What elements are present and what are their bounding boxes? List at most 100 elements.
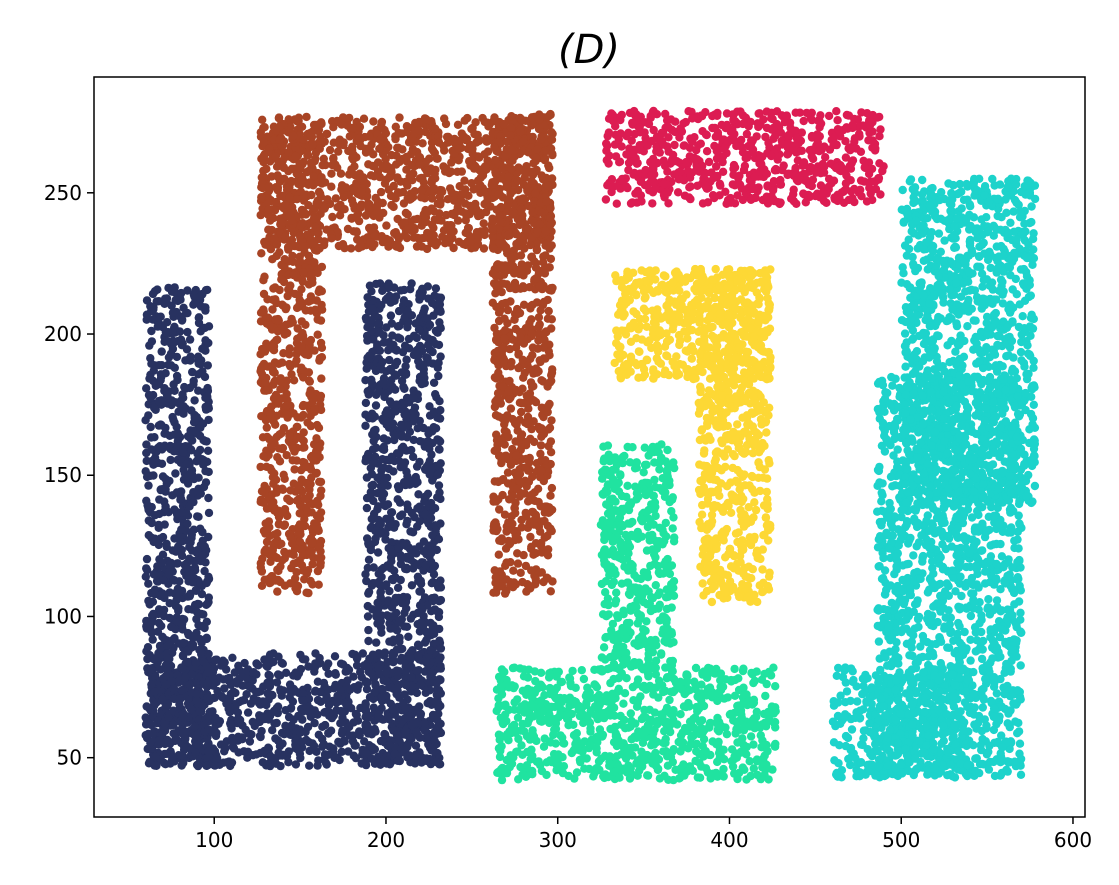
scatter-point xyxy=(149,471,158,480)
scatter-point xyxy=(153,627,163,636)
scatter-point xyxy=(249,668,258,677)
scatter-point xyxy=(311,122,320,131)
scatter-point xyxy=(264,182,274,191)
scatter-point xyxy=(436,459,445,468)
scatter-point xyxy=(272,718,281,728)
scatter-point xyxy=(434,358,443,368)
scatter-point xyxy=(374,664,383,673)
scatter-point xyxy=(180,743,189,752)
scatter-point xyxy=(147,680,156,689)
scatter-point xyxy=(227,758,237,767)
scatter-point xyxy=(393,482,403,491)
scatter-point xyxy=(518,384,527,393)
scatter-point xyxy=(258,758,267,767)
scatter-point xyxy=(150,589,160,599)
scatter-point xyxy=(400,690,409,699)
scatter-point xyxy=(533,484,543,493)
scatter-point xyxy=(362,503,372,513)
scatter-point xyxy=(378,444,387,454)
scatter-point xyxy=(391,385,400,394)
scatter-point xyxy=(267,499,276,509)
scatter-point xyxy=(387,557,396,566)
scatter-point xyxy=(163,390,172,400)
scatter-point xyxy=(149,303,158,312)
scatter-point xyxy=(168,308,178,317)
scatter-point xyxy=(320,750,330,759)
scatter-point xyxy=(296,753,305,763)
scatter-point xyxy=(183,628,193,638)
scatter-point xyxy=(273,327,282,336)
scatter-point xyxy=(202,633,211,642)
scatter-point xyxy=(259,307,268,316)
scatter-point xyxy=(388,419,398,428)
scatter-point xyxy=(315,477,324,486)
scatter-point xyxy=(173,375,182,385)
scatter-point xyxy=(397,431,407,440)
scatter-point xyxy=(229,687,238,696)
scatter-point xyxy=(317,486,326,495)
scatter-point xyxy=(177,761,186,770)
scatter-point xyxy=(406,285,415,294)
scatter-point xyxy=(373,598,382,607)
scatter-point xyxy=(367,481,376,490)
scatter-point xyxy=(263,526,272,535)
scatter-point xyxy=(547,135,557,144)
scatter-point xyxy=(415,627,425,636)
scatter-point xyxy=(393,174,402,183)
scatter-point xyxy=(334,737,343,746)
scatter-point xyxy=(407,673,416,682)
scatter-point xyxy=(427,194,437,203)
scatter-point xyxy=(526,354,535,364)
scatter-point xyxy=(394,680,404,689)
scatter-point xyxy=(434,686,444,695)
scatter-point xyxy=(492,335,501,344)
scatter-point xyxy=(513,484,522,494)
scatter-point xyxy=(375,213,384,222)
scatter-point xyxy=(516,127,525,136)
scatter-point xyxy=(155,495,164,504)
scatter-point xyxy=(377,692,387,702)
scatter-point xyxy=(384,185,393,194)
scatter-point xyxy=(369,674,379,683)
scatter-point xyxy=(416,587,426,596)
scatter-point xyxy=(464,223,473,233)
scatter-point xyxy=(407,662,416,671)
scatter-point xyxy=(175,694,184,704)
scatter-point xyxy=(174,604,183,613)
scatter-point xyxy=(144,503,153,512)
scatter-point xyxy=(531,189,540,198)
scatter-point xyxy=(277,539,286,548)
scatter-point xyxy=(385,355,394,365)
scatter-point xyxy=(273,171,282,180)
scatter-point xyxy=(506,362,516,371)
scatter-point xyxy=(198,551,207,560)
scatter-point xyxy=(381,581,390,591)
scatter-point xyxy=(253,696,263,705)
scatter-point xyxy=(369,436,378,446)
scatter-point xyxy=(295,520,305,529)
scatter-point xyxy=(175,587,184,597)
scatter-point xyxy=(476,181,485,190)
scatter-point xyxy=(221,743,230,753)
scatter-point xyxy=(349,718,358,727)
scatter-point xyxy=(167,622,176,632)
scatter-point xyxy=(199,482,209,492)
scatter-point xyxy=(196,368,206,378)
scatter-point xyxy=(293,324,302,333)
scatter-point xyxy=(298,551,308,560)
scatter-point xyxy=(363,293,372,302)
scatter-point xyxy=(188,642,198,651)
scatter-point xyxy=(226,719,235,728)
scatter-point xyxy=(491,573,500,582)
scatter-point xyxy=(259,137,268,147)
scatter-point xyxy=(312,511,321,520)
scatter-point xyxy=(544,545,553,554)
scatter-point xyxy=(264,205,274,214)
scatter-point xyxy=(147,445,156,454)
scatter-point xyxy=(301,320,310,329)
scatter-point xyxy=(536,135,546,144)
scatter-point xyxy=(362,576,371,586)
scatter-point xyxy=(204,649,213,659)
scatter-point xyxy=(409,435,418,445)
scatter-point xyxy=(518,577,527,587)
